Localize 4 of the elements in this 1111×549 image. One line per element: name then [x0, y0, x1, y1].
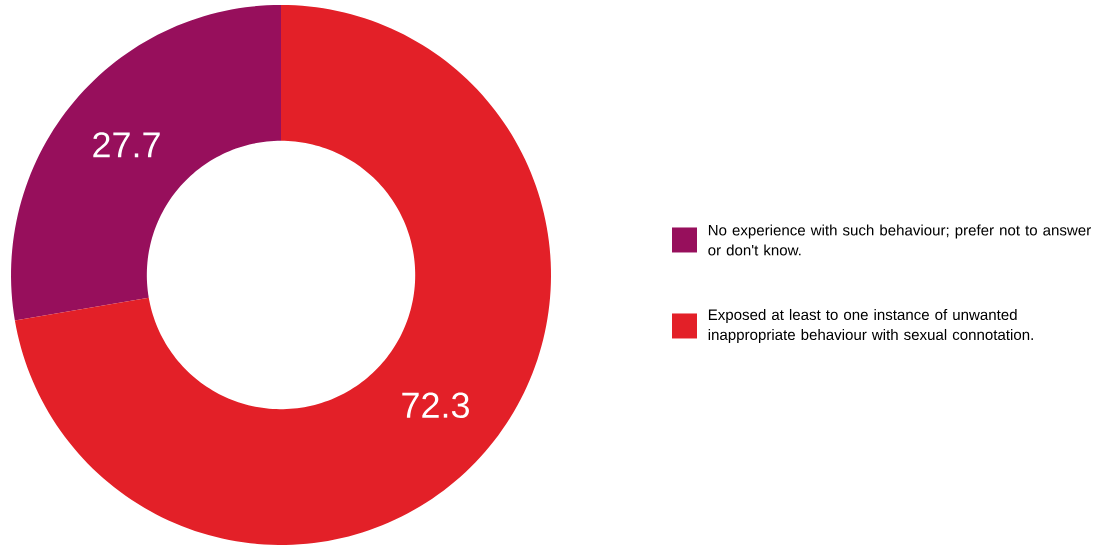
legend-label: Exposed at least to one instance of unwanted inappropriate behaviour with sexual connotation. — [708, 308, 1033, 343]
data-label: 72.3 — [402, 392, 469, 419]
data-label: 27.7 — [93, 132, 160, 158]
legend-label: No experience with such behaviour; prefer not to answer or don't know. — [708, 224, 1091, 256]
